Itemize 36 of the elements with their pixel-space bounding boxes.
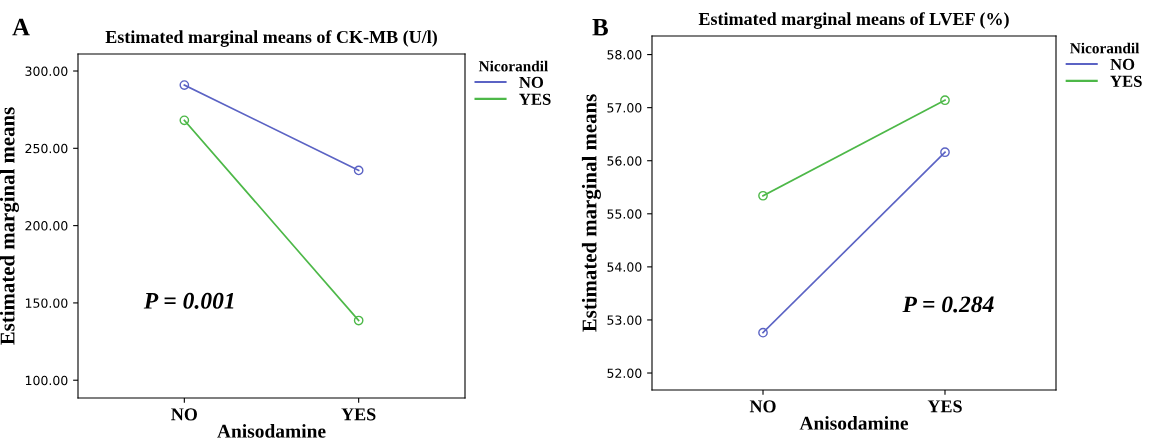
point <box>179 80 190 90</box>
point <box>353 165 364 176</box>
y-tick-label: 100.00 <box>25 375 68 386</box>
y-tick-label: 150.00 <box>25 298 68 308</box>
legend-title: Nicorandil <box>1070 42 1140 54</box>
chart-title: Estimated marginal means of CK-MB (U/l) <box>105 30 437 47</box>
y-tick-label: 55.00 <box>607 209 642 219</box>
point <box>179 115 190 126</box>
legend-label: NO <box>1110 58 1135 71</box>
point <box>353 315 364 326</box>
text: B <box>592 18 608 36</box>
y-axis-title: Estimated marginal means <box>581 94 601 332</box>
legend-label: YES <box>519 93 551 105</box>
annotation: P = 0.284 <box>902 296 994 313</box>
point <box>758 190 768 201</box>
y-tick-label: 200.00 <box>25 221 68 231</box>
y-tick-label: 58.00 <box>607 50 642 60</box>
text: A <box>12 18 30 36</box>
point <box>758 327 768 338</box>
y-tick-label: 56.00 <box>607 156 642 166</box>
y-tick-label: 53.00 <box>607 315 642 325</box>
legend-label: YES <box>1110 75 1142 87</box>
y-tick-label: 57.00 <box>607 103 642 113</box>
y-axis-title: Estimated marginal means <box>0 107 19 345</box>
y-tick-label: 52.00 <box>607 368 642 378</box>
y-tick-label: 250.00 <box>25 143 68 154</box>
chart-title: Estimated marginal means of LVEF (%) <box>698 12 1009 29</box>
y-tick-label: 300.00 <box>25 66 68 76</box>
x-axis-title: Anisodamine <box>217 424 326 438</box>
annotation: P = 0.001 <box>143 292 234 309</box>
y-tick-label: 54.00 <box>607 262 642 272</box>
point <box>940 95 950 106</box>
x-axis-title: Anisodamine <box>799 416 909 430</box>
point <box>940 147 950 158</box>
legend-label: NO <box>519 76 544 89</box>
legend-title: Nicorandil <box>478 60 548 72</box>
